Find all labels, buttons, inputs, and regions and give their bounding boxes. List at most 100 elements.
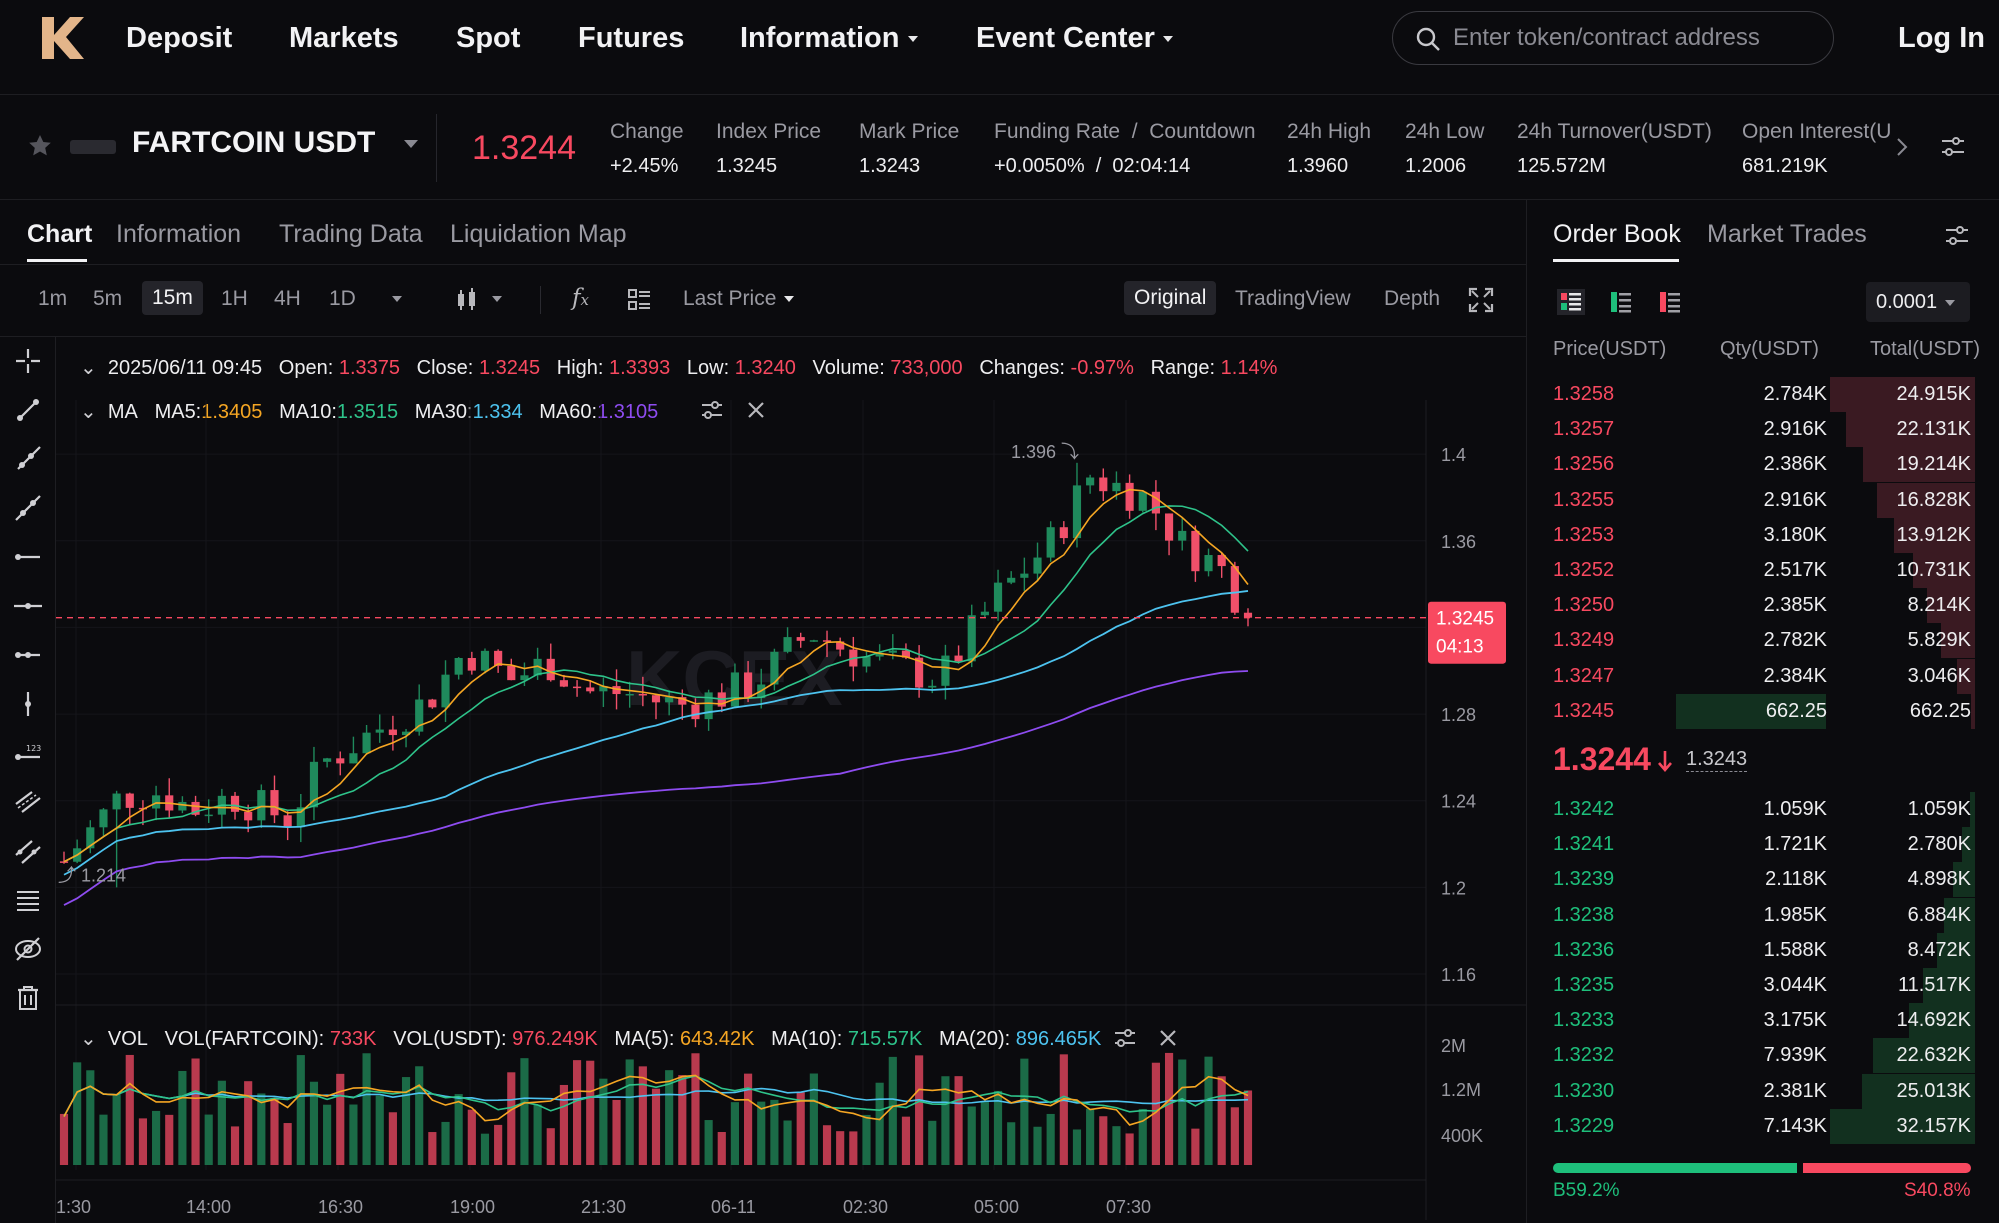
ask-row[interactable]: 1.3257 2.916K 22.131K [1545,412,1975,448]
nav-information[interactable]: Information [740,22,918,55]
tab-information[interactable]: Information [116,220,242,248]
parallel-channel-icon[interactable] [12,786,44,818]
interval-5m[interactable]: 5m [93,287,123,310]
nav-futures[interactable]: Futures [578,22,685,54]
layout-grid-icon[interactable] [627,288,651,312]
ask-row[interactable]: 1.3255 2.916K 16.828K [1545,482,1975,518]
horizontal-ray-icon[interactable] [12,541,44,573]
interval-1d[interactable]: 1D [329,287,356,310]
ma-settings-icon[interactable] [700,398,724,422]
vol-collapse-icon[interactable]: ⌄ [80,1028,97,1050]
bid-row[interactable]: 1.3236 1.588K 8.472K [1545,932,1975,968]
ma-collapse-icon[interactable]: ⌄ [80,401,97,423]
tab-trading-data[interactable]: Trading Data [279,220,423,248]
horizontal-line-icon[interactable] [12,590,44,622]
volume-bar [165,1114,174,1165]
interval-15m[interactable]: 15m [142,281,203,315]
interval-1h[interactable]: 1H [221,287,248,310]
tab-liquidation-map[interactable]: Liquidation Map [450,220,627,248]
trash-icon[interactable] [12,982,44,1014]
vol-fartcoin-label: VOL(FARTCOIN): [164,1028,325,1050]
view-tradingview[interactable]: TradingView [1235,287,1351,310]
bid-row[interactable]: 1.3239 2.118K 4.898K [1545,862,1975,898]
view-original[interactable]: Original [1124,281,1217,315]
bid-row[interactable]: 1.3241 1.721K 2.780K [1545,827,1975,863]
ask-row[interactable]: 1.3258 2.784K 24.915K [1545,377,1975,412]
nav-event-center[interactable]: Event Center [976,22,1173,55]
chevron-right-icon[interactable] [1895,136,1909,158]
interval-4h[interactable]: 4H [274,287,301,310]
nav-markets[interactable]: Markets [289,22,399,54]
ask-row[interactable]: 1.3249 2.782K 5.829K [1545,623,1975,659]
nav-deposit[interactable]: Deposit [126,22,233,54]
star-icon[interactable] [27,133,53,159]
ohlc-collapse-icon[interactable]: ⌄ [80,357,97,379]
symbol-selector[interactable]: FARTCOIN USDT [132,126,418,160]
bid-row[interactable]: 1.3235 3.044K 11.517K [1545,968,1975,1003]
ma-close-icon[interactable] [746,400,766,420]
ma30-line [63,590,1249,876]
trend-line-icon[interactable] [12,394,44,426]
bid-row[interactable]: 1.3242 1.059K 1.059K [1545,792,1975,827]
orderbook-both-view-icon[interactable] [1556,288,1586,316]
orderbook-asks-view-icon[interactable] [1655,288,1685,316]
kcex-logo-icon[interactable] [38,13,86,63]
candlestick-chart[interactable]: KCEX1.41.361.281.241.21.161.324504:131.3… [56,400,1526,1220]
horizontal-segment-icon[interactable] [12,639,44,671]
volume-bar [401,1077,411,1165]
bid-row[interactable]: 1.3233 3.175K 14.692K [1545,1003,1975,1039]
hide-drawings-icon[interactable] [12,933,44,965]
ob-total: 5.829K [1907,629,1971,652]
qty-highlight-bar [1676,693,1826,729]
price-type-selector[interactable]: Last Price [683,287,795,311]
price-channel-icon[interactable] [12,835,44,867]
volume-bar [612,1099,621,1165]
sell-ratio-bar [1803,1163,1971,1173]
interval-1m[interactable]: 1m [38,287,68,310]
candle-type-icon[interactable] [455,287,479,313]
orderbook-bids-view-icon[interactable] [1606,288,1636,316]
crosshair-icon[interactable] [12,345,44,377]
interval-more-chevron-icon[interactable] [392,296,402,302]
login-button[interactable]: Log In [1898,22,1985,54]
view-depth[interactable]: Depth [1384,287,1441,310]
precision-selector[interactable]: 0.0001 [1866,282,1970,322]
stat-label-index-price: Index Price [716,120,822,143]
candle-body [1099,477,1108,492]
ray-line-icon[interactable] [12,443,44,475]
volume-bar [59,1113,69,1165]
extended-line-icon[interactable] [12,492,44,524]
ask-row[interactable]: 1.3247 2.384K 3.046K [1545,658,1975,694]
settings-sliders-icon[interactable] [1940,135,1966,159]
token-search-box[interactable] [1392,11,1834,65]
vol-info: ⌄ VOL VOL(FARTCOIN): 733K VOL(USDT): 976… [80,1026,1101,1051]
ob-total: 25.013K [1896,1079,1971,1102]
ask-row[interactable]: 1.3253 3.180K 13.912K [1545,517,1975,553]
tab-order-book[interactable]: Order Book [1553,220,1681,248]
nav-spot[interactable]: Spot [456,22,521,54]
bid-row[interactable]: 1.3229 7.143K 32.157K [1545,1108,1975,1144]
search-input[interactable] [1453,22,1813,54]
ask-row[interactable]: 1.3250 2.385K 8.214K [1545,588,1975,624]
depth-bar [1908,1003,1975,1039]
vol-settings-icon[interactable] [1113,1026,1137,1050]
tab-chart[interactable]: Chart [27,220,93,248]
price-line-icon[interactable]: 123 [12,737,44,769]
ask-row[interactable]: 1.3245 662.25 662.25 [1545,693,1975,729]
ask-row[interactable]: 1.3256 2.386K 19.214K [1545,447,1975,483]
bid-row[interactable]: 1.3230 2.381K 25.013K [1545,1073,1975,1109]
vertical-line-icon[interactable] [12,688,44,720]
vol-close-icon[interactable] [1158,1028,1178,1048]
ma60-label: MA60: [539,401,598,423]
top-navigation: Deposit Markets Spot Futures Information… [0,0,1999,95]
ask-row[interactable]: 1.3252 2.517K 10.731K [1545,553,1975,588]
ma30-label: MA30: [414,401,473,423]
indicator-fx-icon[interactable]: fx [572,285,589,311]
bid-row[interactable]: 1.3238 1.985K 6.884K [1545,897,1975,933]
orderbook-settings-icon[interactable] [1944,224,1970,248]
fibonacci-icon[interactable] [12,884,44,916]
fullscreen-icon[interactable] [1468,287,1494,313]
candle-type-chevron-icon[interactable] [492,296,502,302]
bid-row[interactable]: 1.3232 7.939K 22.632K [1545,1038,1975,1074]
tab-market-trades[interactable]: Market Trades [1707,220,1867,248]
